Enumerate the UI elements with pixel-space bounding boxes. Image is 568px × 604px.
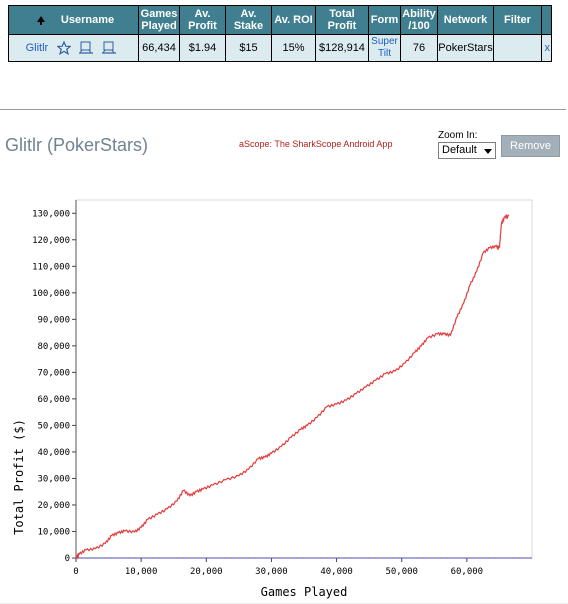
header-blank <box>541 5 552 35</box>
compare-icon[interactable] <box>101 41 117 55</box>
remove-button[interactable]: Remove <box>501 135 560 157</box>
cell-filter[interactable] <box>493 34 542 62</box>
x-axis-label: Games Played <box>261 585 348 599</box>
cell-total-profit: $128,914 <box>315 34 369 62</box>
x-tick-label: 10,000 <box>125 567 158 577</box>
table-row: Glitlr 66,434 $1.94 $15 15% $128,914 Sup… <box>8 34 552 62</box>
y-axis-label: Total Profit ($) <box>12 419 26 535</box>
y-tick-label: 130,000 <box>32 209 70 219</box>
x-tick-label: 0 <box>73 567 78 577</box>
header-filter[interactable]: Filter <box>493 5 542 35</box>
zoom-select[interactable]: Default <box>438 142 496 159</box>
x-tick-label: 40,000 <box>320 567 353 577</box>
cell-av-stake: $15 <box>225 34 272 62</box>
x-tick-label: 60,000 <box>451 567 484 577</box>
table-header-row: Username Games Played Av. Profit Av. Stake … <box>8 5 552 35</box>
y-tick-label: 80,000 <box>37 342 70 352</box>
form-link-tilt[interactable]: Tilt <box>378 48 391 59</box>
header-ability[interactable]: Ability/100 <box>400 5 438 35</box>
header-username[interactable]: Username <box>8 5 139 35</box>
remove-row-button[interactable]: x <box>541 34 552 62</box>
plot-area <box>75 199 533 559</box>
cell-network: PokerStars <box>437 34 494 62</box>
chart-axes <box>75 199 533 559</box>
y-tick-label: 20,000 <box>37 501 70 511</box>
profit-line <box>75 213 510 560</box>
y-tick-label: 70,000 <box>37 368 70 378</box>
chart-series <box>75 213 532 560</box>
header-av-profit[interactable]: Av. Profit <box>179 5 226 35</box>
chart-panel-title: Glitlr (PokerStars) <box>5 135 149 155</box>
sort-up-icon[interactable] <box>36 16 45 26</box>
section-divider <box>0 109 566 110</box>
header-form[interactable]: Form <box>368 5 401 35</box>
y-tick-label: 60,000 <box>37 395 70 405</box>
cell-games-played: 66,434 <box>138 34 180 62</box>
ascope-link[interactable]: aScope: The SharkScope Android App <box>239 139 393 149</box>
zoom-label: Zoom In: <box>438 130 478 141</box>
compare-icon[interactable] <box>78 41 94 55</box>
star-icon[interactable] <box>57 41 72 55</box>
header-games-played[interactable]: Games Played <box>138 5 180 35</box>
y-tick-label: 50,000 <box>37 421 70 431</box>
header-network[interactable]: Network <box>437 5 494 35</box>
x-tick-label: 20,000 <box>190 567 223 577</box>
header-av-roi[interactable]: Av. ROI <box>271 5 316 35</box>
y-tick-label: 90,000 <box>37 315 70 325</box>
y-tick-label: 30,000 <box>37 474 70 484</box>
results-table: Username Games Played Av. Profit Av. Stake … <box>8 5 552 62</box>
cell-ability: 76 <box>400 34 438 62</box>
chevron-down-icon <box>484 149 492 154</box>
username-link[interactable]: Glitlr <box>25 41 49 54</box>
cell-username: Glitlr <box>8 34 139 62</box>
cell-av-roi: 15% <box>271 34 316 62</box>
y-tick-label: 10,000 <box>37 527 70 537</box>
zoom-select-value: Default <box>442 144 477 156</box>
header-av-stake[interactable]: Av. Stake <box>225 5 272 35</box>
cell-form: Super Tilt <box>368 34 401 62</box>
form-link-super[interactable]: Super <box>371 36 398 47</box>
cell-av-profit: $1.94 <box>179 34 226 62</box>
y-tick-label: 100,000 <box>32 289 70 299</box>
y-tick-label: 0 <box>65 554 70 564</box>
profit-chart: 0 10,000 20,000 30,000 40,000 50,000 60,000 70,… <box>12 199 533 599</box>
x-tick-label: 50,000 <box>385 567 418 577</box>
y-tick-label: 40,000 <box>37 448 70 458</box>
y-tick-label: 120,000 <box>32 236 70 246</box>
header-total-profit[interactable]: Total Profit <box>315 5 369 35</box>
y-tick-label: 110,000 <box>32 262 70 272</box>
chart-ticks: 0 10,000 20,000 30,000 40,000 50,000 60,000 70,… <box>32 209 483 577</box>
x-tick-label: 30,000 <box>255 567 288 577</box>
